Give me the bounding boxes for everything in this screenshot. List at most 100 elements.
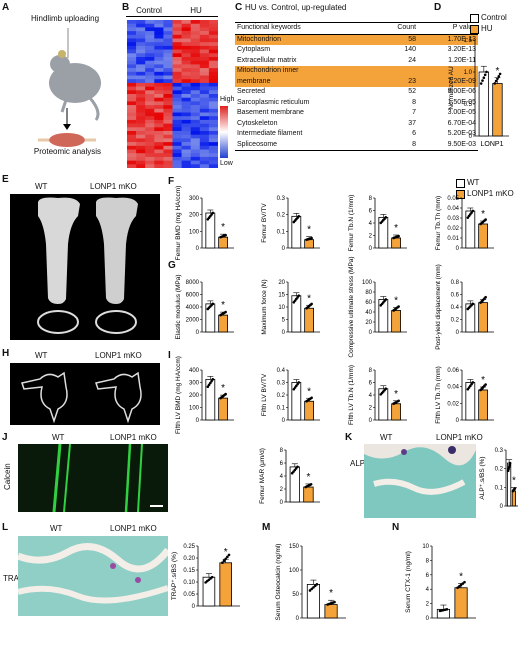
heatmap-cell [127,112,137,117]
heatmap-cell [190,119,201,124]
heatmap-cell [145,75,155,80]
heatmap-cell [199,86,210,91]
heatmap-cell [127,105,137,110]
heatmap-cell [136,34,146,39]
y-tick-label: 0.6 [451,293,460,299]
data-point [310,587,314,591]
heatmap-cell [190,153,201,158]
y-tick-label: 0 [282,330,286,336]
table-row: Mitochondrion inner [235,66,478,77]
heatmap-cell [199,134,210,139]
data-point [297,294,301,297]
heatmap-cell [199,60,210,65]
table-row: Basement membrane 7 3.00E-05 [237,109,476,117]
heatmap-cell [172,53,182,58]
heatmap-cell [145,57,155,61]
table-row: membrane 23 7.20E-09 [235,76,478,87]
heatmap-cell [172,31,182,36]
heatmap-cell [136,138,146,143]
heatmap-cell [163,79,173,84]
heatmap-cell [127,20,137,24]
y-tick-label: 20 [365,320,372,326]
bar-lonp1-mko [219,562,233,607]
heatmap-cell [181,119,191,124]
heatmap-cell [172,131,182,135]
heatmap-cell [190,138,201,143]
heatmap-cell [208,156,218,161]
data-point [224,233,227,237]
heatmap-cell [208,57,218,61]
y-axis-label: Femur BMD (mg HA/ccm) [175,186,182,261]
heatmap-cell [154,45,164,50]
heatmap-cell [172,27,182,32]
panel-label-j: J [2,432,8,443]
y-axis-label: ALP⁺.s/BS (%) [479,456,486,499]
y-tick-label: 0 [196,330,200,336]
y-tick-label: 2 [369,406,373,412]
bar-lonp1-mko [303,486,314,503]
heatmap-cell [190,131,201,135]
heatmap-cell [127,97,137,102]
y-tick-label: 6 [369,209,373,215]
heatmap-cell [181,53,191,58]
heatmap-cell [145,142,155,147]
heatmap-cell [154,20,164,24]
data-point [484,295,487,299]
bar-chart-i-12: 0 0.02 0.04 0.06 Fifth LV Tb.Th (mm) * [435,366,494,424]
heatmap-cell [199,90,210,95]
heatmap-cell [190,164,201,168]
heatmap-cell [190,49,201,54]
heatmap-cell [145,156,155,161]
y-tick-label: 0 [196,246,200,252]
y-axis-label: Maximum force (N) [261,279,268,334]
bar-lonp1-mko [304,307,314,333]
heatmap-cell [154,23,164,28]
y-tick-label: 0 [469,134,473,140]
panel-label-c: C [235,2,243,13]
y-tick-label: 15 [278,293,285,299]
bar-lonp1-mko [218,236,228,249]
heatmap-cell [199,123,210,128]
heatmap-cell [127,108,137,113]
data-point [206,385,210,388]
table-row: Extracellular matrix 24 1.20E-11 [237,56,476,64]
heatmap-cell [136,27,146,32]
heatmap-cell [199,71,210,76]
legend-hu: HU [481,24,493,33]
heatmap-cell [190,90,201,95]
heatmap-cell [163,45,173,50]
heatmap-cell [172,79,182,84]
y-tick-label: 100 [189,229,200,235]
heatmap-cell [136,75,146,80]
heatmap-cell [145,53,155,58]
heatmap-cell [145,68,155,73]
heatmap-cell [145,123,155,128]
heatmap-cell [181,112,191,117]
heatmap-cell [172,145,182,150]
heatmap-cell [163,127,173,132]
heatmap-cell [163,20,173,24]
heatmap-cell [154,138,164,143]
data-point [471,302,475,306]
heatmap-cell [145,79,155,84]
y-tick-label: 0.8 [451,280,460,286]
mouse-icon [49,28,101,121]
heatmap-cell [154,112,164,117]
panel-label-g: G [168,260,176,271]
heatmap-cell [199,101,210,106]
data-point [211,302,215,306]
heatmap-cell [181,94,191,98]
heatmap-cell [163,138,173,143]
heatmap-cell [181,38,191,43]
y-tick-label: 0.15 [183,568,195,574]
y-axis-label: Serum Osteocalcin (ng/ml) [275,544,282,621]
heatmap-cell [181,64,191,69]
significance-mark: * [307,225,311,236]
heatmap-cell [136,53,146,58]
heatmap-cell [136,94,146,98]
heatmap-cell [172,134,182,139]
heatmap-colorbar [220,106,228,158]
panel-label-l: L [2,522,9,533]
y-tick-label: 6000 [186,293,200,299]
legend-control: Control [481,13,507,22]
